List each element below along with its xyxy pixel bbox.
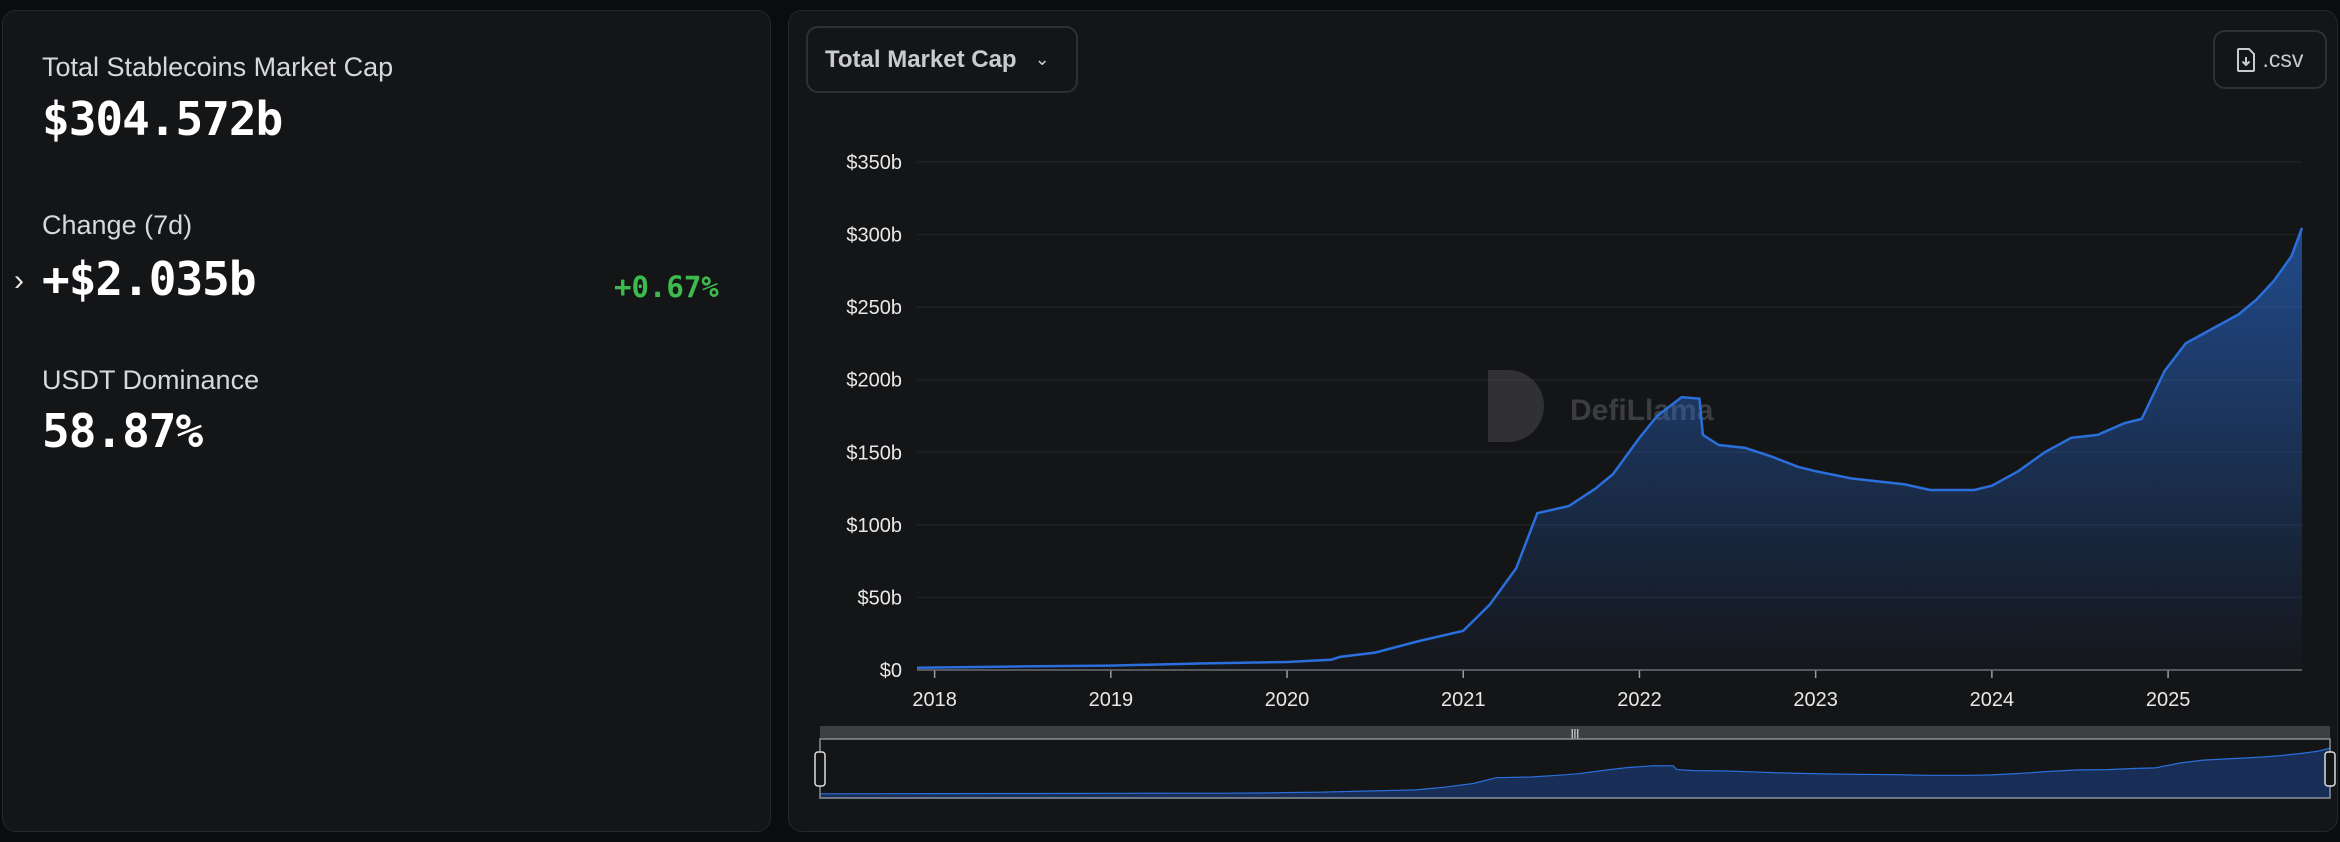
dominance-value: 58.87% [42, 404, 203, 458]
market-cap-value: $304.572b [42, 92, 283, 146]
y-tick-label: $50b [858, 587, 903, 609]
brush-drag-bar[interactable] [820, 726, 2330, 739]
y-tick-label: $200b [846, 370, 902, 392]
brush-mini-area [819, 747, 2331, 799]
csv-label: .csv [2262, 46, 2304, 72]
x-tick-label: 2019 [1089, 689, 1134, 711]
y-tick-label: $350b [846, 152, 902, 174]
change-label: Change (7d) [42, 210, 193, 240]
market-cap-line [916, 227, 2304, 670]
change-percent: +0.67% [614, 270, 719, 304]
x-tick-label: 2024 [1970, 689, 2015, 711]
x-tick-label: 2022 [1617, 689, 1662, 711]
brush-grip-icon[interactable]: ||| [1571, 728, 1580, 740]
range-brush[interactable]: ||| [814, 726, 2336, 799]
chevron-down-icon: ⌄ [1034, 49, 1050, 69]
dominance-label: USDT Dominance [42, 365, 260, 395]
metric-select-label: Total Market Cap [825, 45, 1017, 73]
market-cap-area [917, 227, 2302, 670]
file-download-icon [2236, 47, 2255, 72]
x-tick-label: 2025 [2146, 689, 2191, 711]
chevron-right-icon[interactable]: › [14, 264, 24, 297]
brush-left-handle[interactable] [814, 751, 826, 787]
x-tick-label: 2018 [912, 689, 957, 711]
x-tick-label: 2023 [1793, 689, 1838, 711]
market-cap-label: Total Stablecoins Market Cap [42, 52, 394, 82]
change-value: +$2.035b [42, 252, 257, 306]
stats-panel [2, 10, 771, 832]
y-tick-label: $0 [880, 660, 902, 682]
brush-right-handle[interactable] [2324, 751, 2336, 787]
y-tick-label: $300b [846, 225, 902, 247]
y-tick-label: $250b [846, 297, 902, 319]
y-tick-label: $150b [846, 442, 902, 464]
download-csv-button[interactable]: .csv [2213, 30, 2327, 89]
x-tick-label: 2020 [1265, 689, 1310, 711]
chart-panel [788, 10, 2338, 832]
metric-select[interactable]: Total Market Cap ⌄ [806, 26, 1078, 93]
y-tick-label: $100b [846, 515, 902, 537]
x-tick-label: 2021 [1441, 689, 1486, 711]
